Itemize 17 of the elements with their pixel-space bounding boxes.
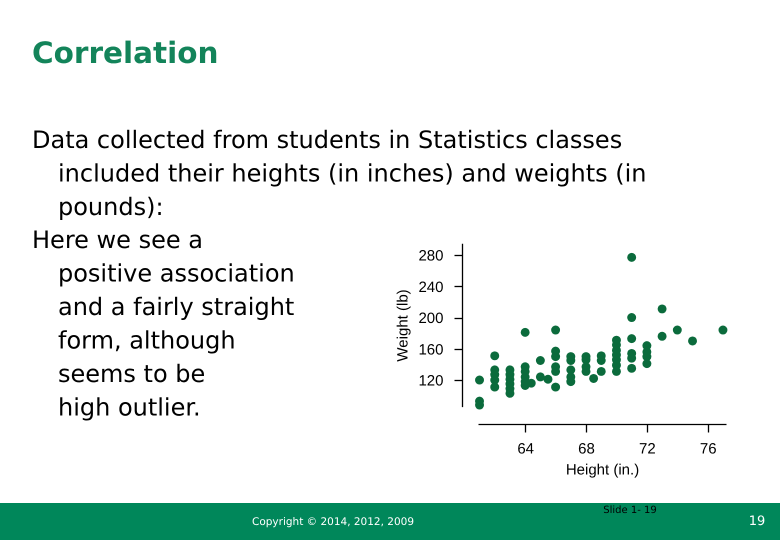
y-tick-label: 160 (418, 341, 444, 358)
x-axis-title: Height (in.) (566, 462, 640, 478)
y-tick-label: 280 (418, 248, 444, 265)
text: Data collected from students in Statistics classes included their heights (in inches) and weights (in pounds): (32, 126, 646, 221)
x-tick-label: 76 (700, 440, 717, 458)
y-axis-title: Weight (lb) (394, 289, 412, 362)
text: Slide 1- 19 (603, 505, 657, 516)
x-tick-label: 68 (578, 440, 595, 458)
text: 19 (748, 514, 766, 529)
x-tick-label: 72 (639, 440, 656, 458)
x-tick-label: 64 (517, 440, 534, 458)
y-tick-label: 120 (418, 372, 444, 390)
text: Correlation (32, 36, 219, 70)
y-tick-label: 200 (418, 310, 444, 328)
text: Here we see a positive association and a fairly straight form, although seems to be high outlier. (32, 226, 295, 422)
text: Copyright © 2014, 2012, 2009 (252, 516, 414, 528)
y-tick-label: 240 (418, 278, 444, 296)
